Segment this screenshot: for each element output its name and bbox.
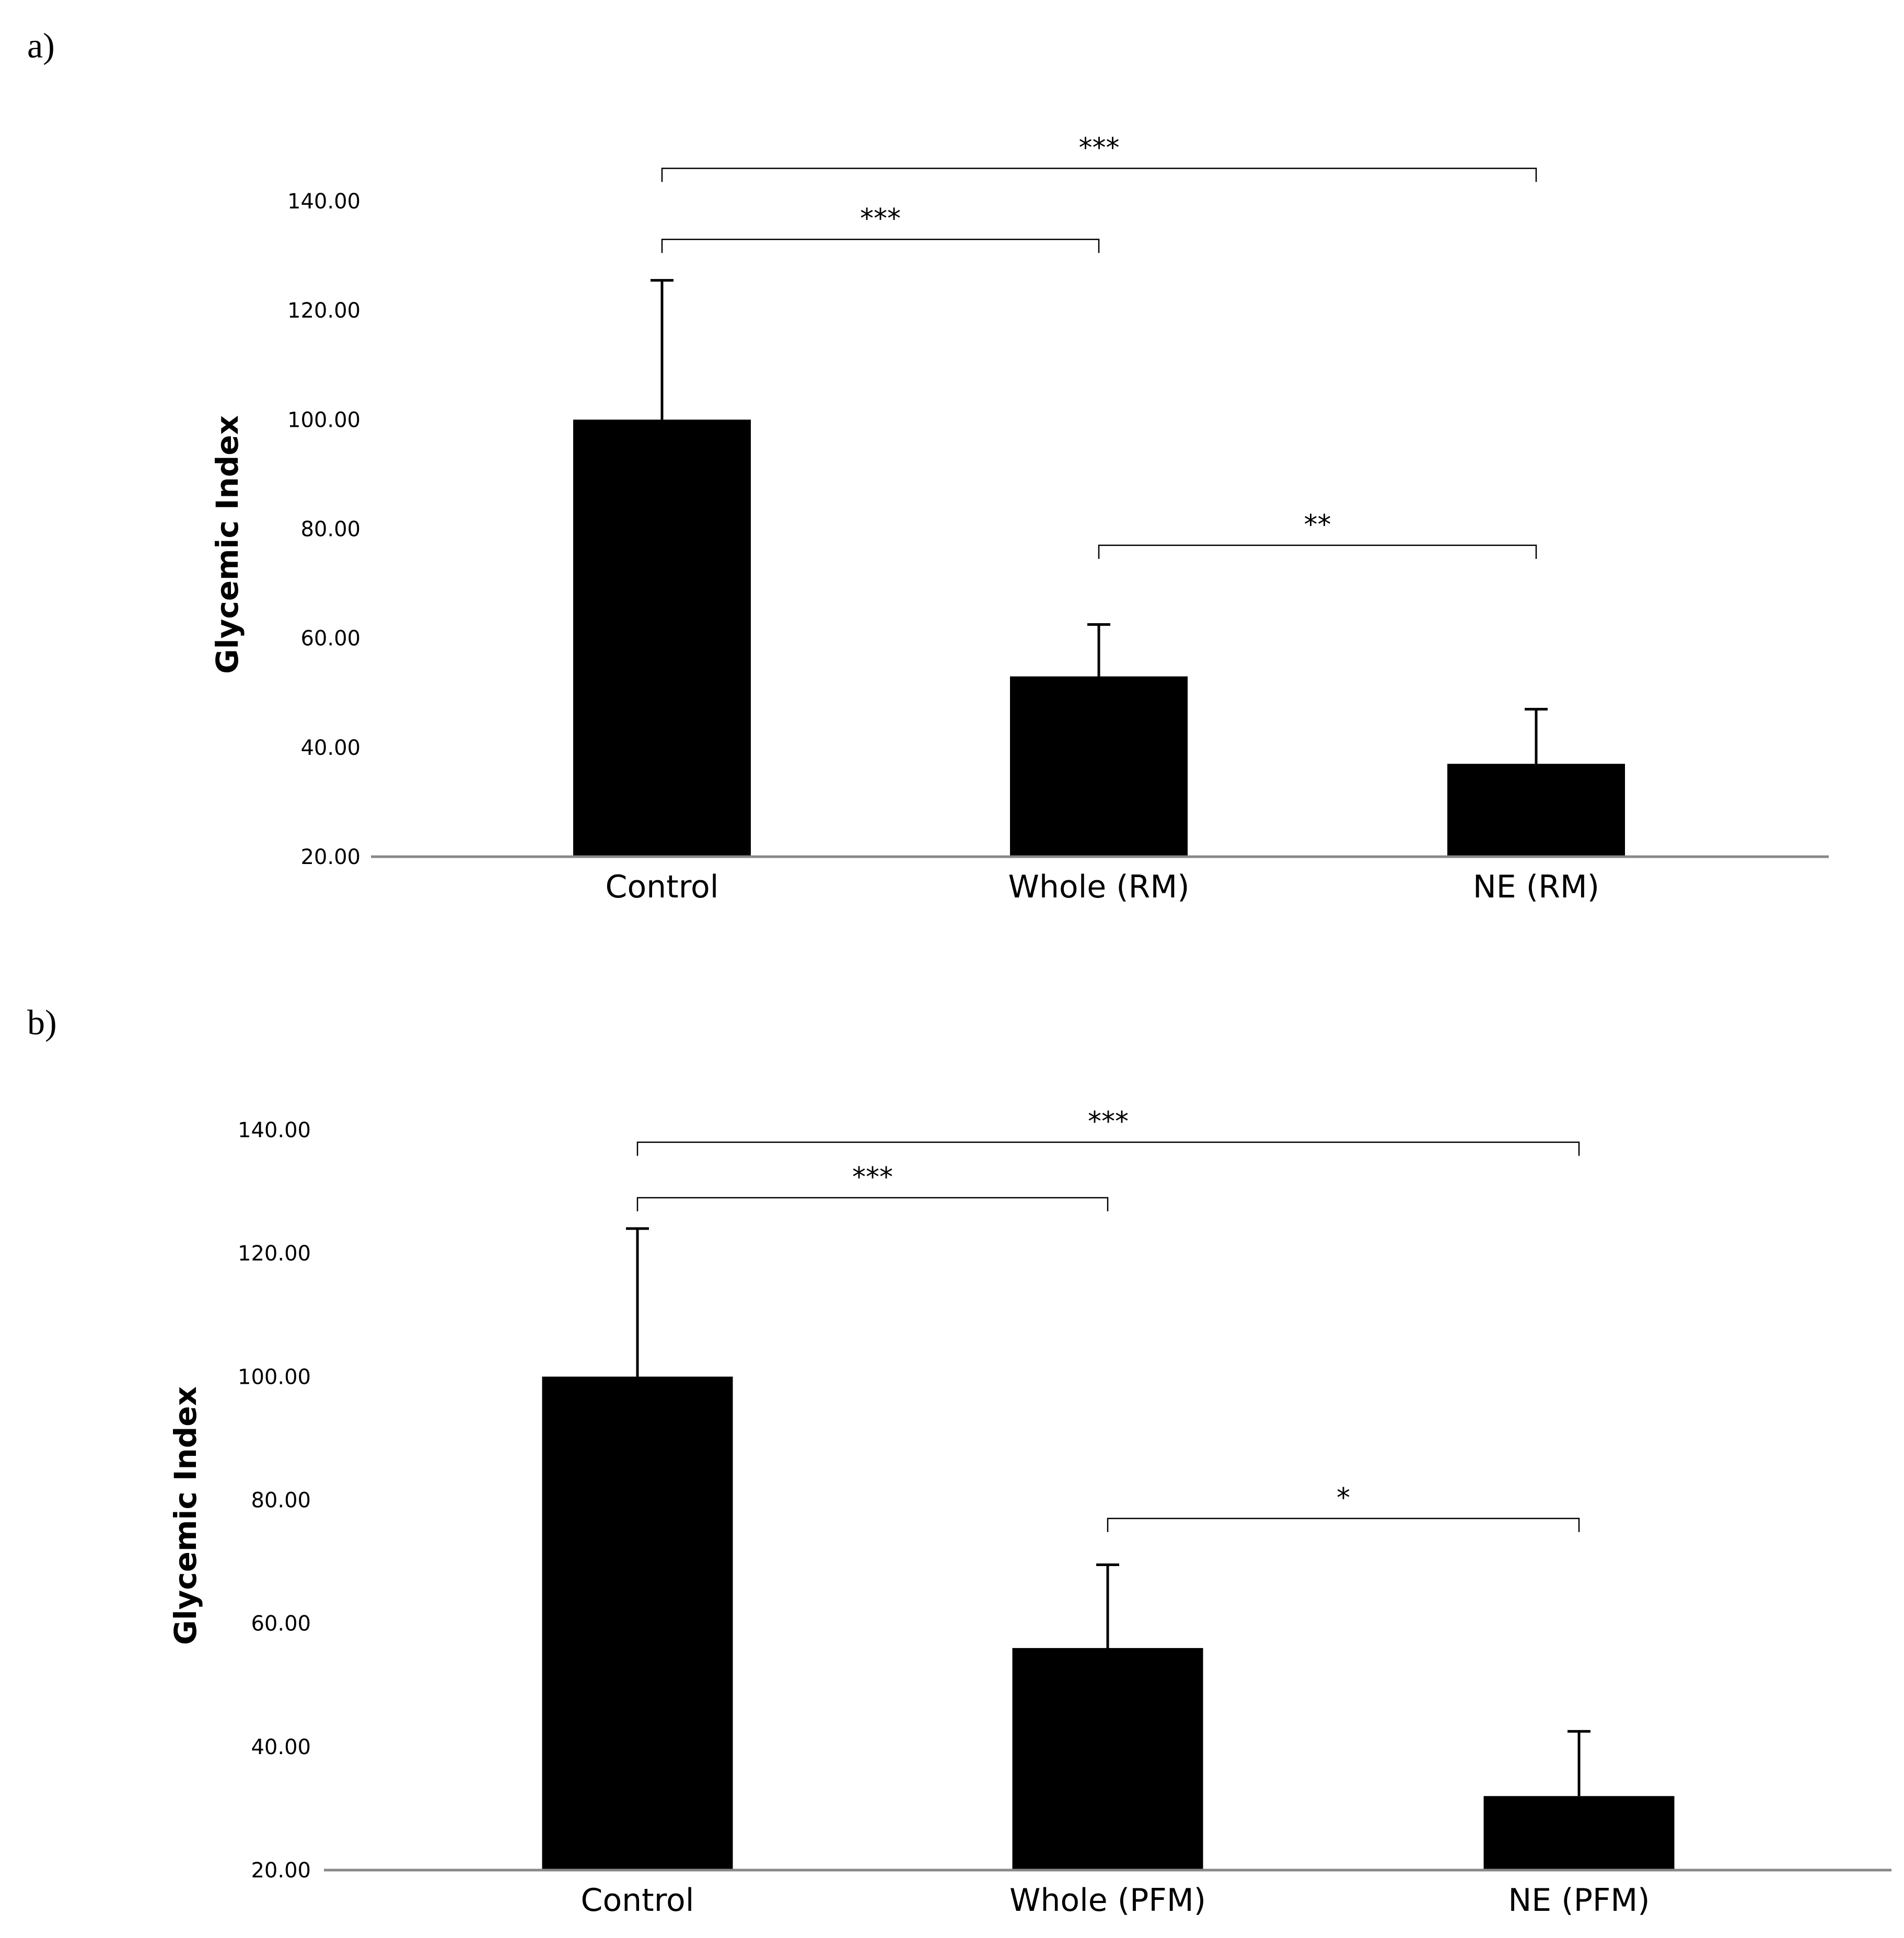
panel-label: b) [27,1002,57,1042]
y-tick-label: 60.00 [300,627,361,651]
y-tick-label: 80.00 [300,518,361,542]
panel-label: a) [27,26,55,65]
y-tick-label: 140.00 [238,1118,311,1142]
y-axis-label: Glycemic Index [210,415,245,674]
bar [573,419,751,857]
significance-label: *** [1088,1106,1129,1138]
y-tick-label: 60.00 [251,1612,311,1636]
category-label: Whole (RM) [1008,869,1190,905]
significance-bracket [636,1141,1580,1156]
significance-bracket [661,168,1537,182]
bar [542,1376,733,1870]
significance-label: *** [852,1162,893,1193]
panel-b: b) 20.00 40.00 60.00 80.00 100.00 120.00 140.00… [27,1002,1891,1919]
y-tick-label: 120.00 [287,299,361,323]
y-tick-label: 100.00 [238,1365,311,1389]
bar [1447,764,1625,857]
significance-bracket [1098,544,1537,559]
category-label: NE (PFM) [1508,1882,1650,1919]
panel-a: a) 20.00 40.00 60.00 80.00 100.00 120.00 140.00… [27,26,1829,905]
bar [1483,1796,1675,1870]
significance-label: * [1337,1482,1350,1514]
significance-bracket [636,1197,1109,1211]
y-tick-label: 20.00 [300,845,361,869]
y-tick-label: 140.00 [287,190,361,214]
y-tick-label: 120.00 [238,1242,311,1266]
y-tick-label: 100.00 [287,408,361,432]
y-tick-label: 40.00 [300,736,361,760]
category-label: NE (RM) [1473,869,1599,905]
significance-bracket [1107,1517,1580,1532]
y-tick-label: 40.00 [251,1735,311,1759]
bar [1010,676,1188,857]
significance-label: *** [860,203,901,235]
y-tick-label: 80.00 [251,1489,311,1513]
category-label: Control [606,869,719,905]
category-label: Whole (PFM) [1009,1882,1206,1919]
category-label: Control [581,1882,694,1919]
bar [1012,1648,1203,1870]
significance-label: *** [1079,132,1120,164]
significance-bracket [661,238,1100,253]
y-axis-label: Glycemic Index [168,1386,203,1645]
significance-label: ** [1304,509,1331,541]
y-tick-label: 20.00 [251,1859,311,1883]
